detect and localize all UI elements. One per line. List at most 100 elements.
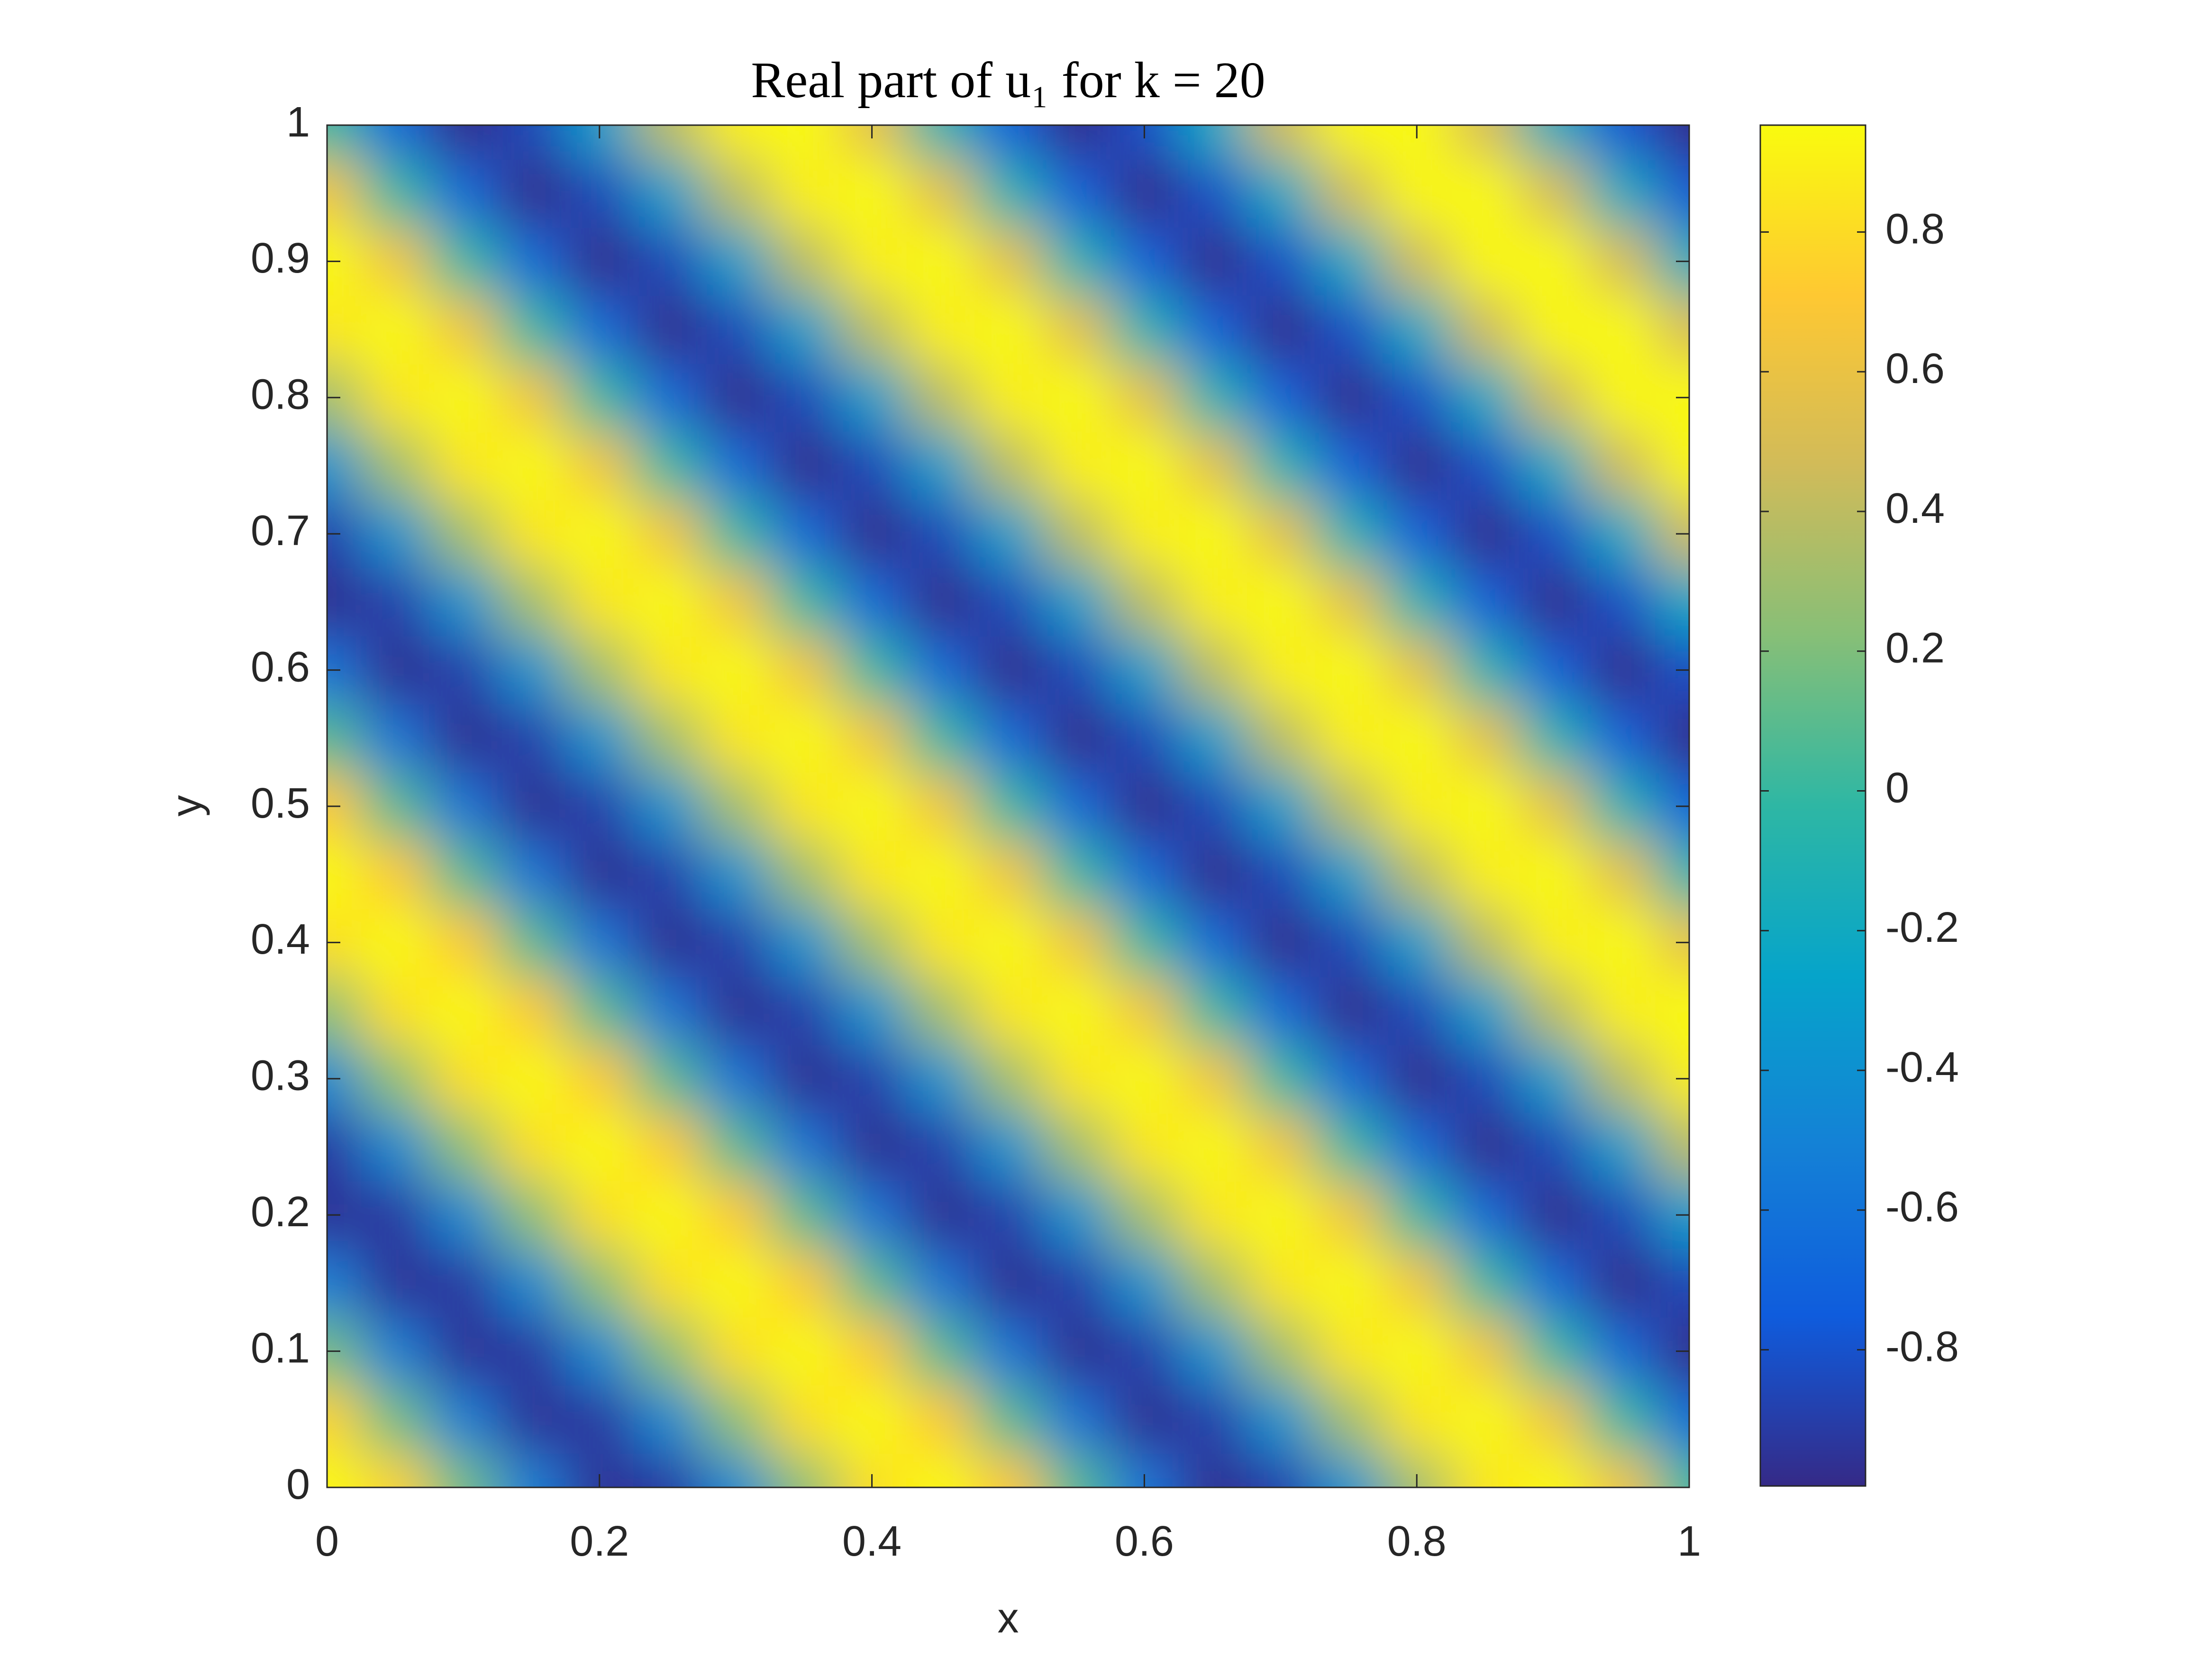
cell <box>837 908 907 977</box>
cell <box>565 568 634 637</box>
cell <box>565 772 634 841</box>
cell <box>1246 295 1315 364</box>
cell <box>837 1044 907 1113</box>
cell <box>497 704 566 773</box>
cell <box>837 568 907 637</box>
cell <box>361 1453 430 1487</box>
cell <box>974 1317 1043 1386</box>
cell <box>327 295 362 364</box>
cell <box>633 1112 702 1182</box>
cell <box>1451 159 1520 228</box>
cell <box>1383 159 1452 228</box>
cell <box>565 976 634 1045</box>
cell <box>497 1385 566 1454</box>
cell <box>1451 1249 1520 1318</box>
cell <box>770 1453 838 1487</box>
cell <box>701 227 771 296</box>
cell <box>974 295 1043 364</box>
cell <box>1383 976 1452 1045</box>
cell <box>1110 568 1179 637</box>
cell <box>1314 1249 1384 1318</box>
cell <box>1451 295 1520 364</box>
cell <box>974 568 1043 637</box>
cell <box>1042 125 1111 160</box>
cell <box>906 363 975 432</box>
cell <box>1042 1453 1111 1487</box>
cell <box>701 1249 771 1318</box>
cell <box>1519 363 1588 432</box>
cell <box>327 1249 362 1318</box>
cell <box>1451 500 1520 569</box>
cell <box>1451 772 1520 841</box>
colorbar-tick-label: -0.8 <box>1885 1323 1959 1370</box>
cell <box>429 159 498 228</box>
cell <box>770 363 838 432</box>
cell <box>429 1044 498 1113</box>
cell <box>837 840 907 909</box>
cell <box>1587 568 1656 637</box>
cell <box>974 500 1043 569</box>
y-tick-label: 1 <box>286 99 310 146</box>
cell <box>1587 704 1656 773</box>
cell <box>361 295 430 364</box>
cell <box>974 1112 1043 1182</box>
cell <box>327 1112 362 1182</box>
cell <box>1383 636 1452 705</box>
cell <box>1587 1181 1656 1250</box>
cell <box>1519 976 1588 1045</box>
cell <box>1246 1317 1315 1386</box>
cell <box>429 976 498 1045</box>
cell <box>770 568 838 637</box>
cell <box>1314 908 1384 977</box>
cell <box>1246 1453 1315 1487</box>
cell <box>1314 295 1384 364</box>
cell <box>1587 1317 1656 1386</box>
cell <box>327 840 362 909</box>
cell <box>974 227 1043 296</box>
cell <box>837 500 907 569</box>
cell <box>1110 227 1179 296</box>
cell <box>1110 1317 1179 1386</box>
cell <box>1042 431 1111 501</box>
cell <box>701 772 771 841</box>
cell <box>1246 1112 1315 1182</box>
cell <box>361 1181 430 1250</box>
cell <box>1519 1317 1588 1386</box>
cell <box>1314 1317 1384 1386</box>
cell <box>361 431 430 501</box>
cell <box>429 1249 498 1318</box>
cell <box>1519 840 1588 909</box>
cell <box>361 772 430 841</box>
cell <box>1246 227 1315 296</box>
cell <box>361 976 430 1045</box>
cell <box>1110 636 1179 705</box>
cell <box>1110 363 1179 432</box>
cell <box>906 704 975 773</box>
cell <box>327 431 362 501</box>
cell <box>1246 976 1315 1045</box>
cell <box>906 840 975 909</box>
cell <box>906 431 975 501</box>
cell <box>565 159 634 228</box>
x-tick-label: 0.4 <box>842 1518 901 1565</box>
cell <box>633 976 702 1045</box>
cell <box>565 1044 634 1113</box>
cell <box>701 568 771 637</box>
cell <box>974 704 1043 773</box>
colorbar-tick-label: 0.8 <box>1885 205 1945 253</box>
cell <box>837 976 907 1045</box>
cell <box>1042 772 1111 841</box>
cell <box>1451 125 1520 160</box>
cell <box>906 1044 975 1113</box>
cell <box>1042 840 1111 909</box>
cell <box>1383 704 1452 773</box>
cell <box>633 636 702 705</box>
cell <box>633 772 702 841</box>
cell <box>1655 840 1689 909</box>
cell <box>1246 908 1315 977</box>
y-axis-label: y <box>163 795 210 817</box>
cell <box>770 976 838 1045</box>
cell <box>1178 159 1247 228</box>
cell <box>1110 840 1179 909</box>
cell <box>1178 363 1247 432</box>
